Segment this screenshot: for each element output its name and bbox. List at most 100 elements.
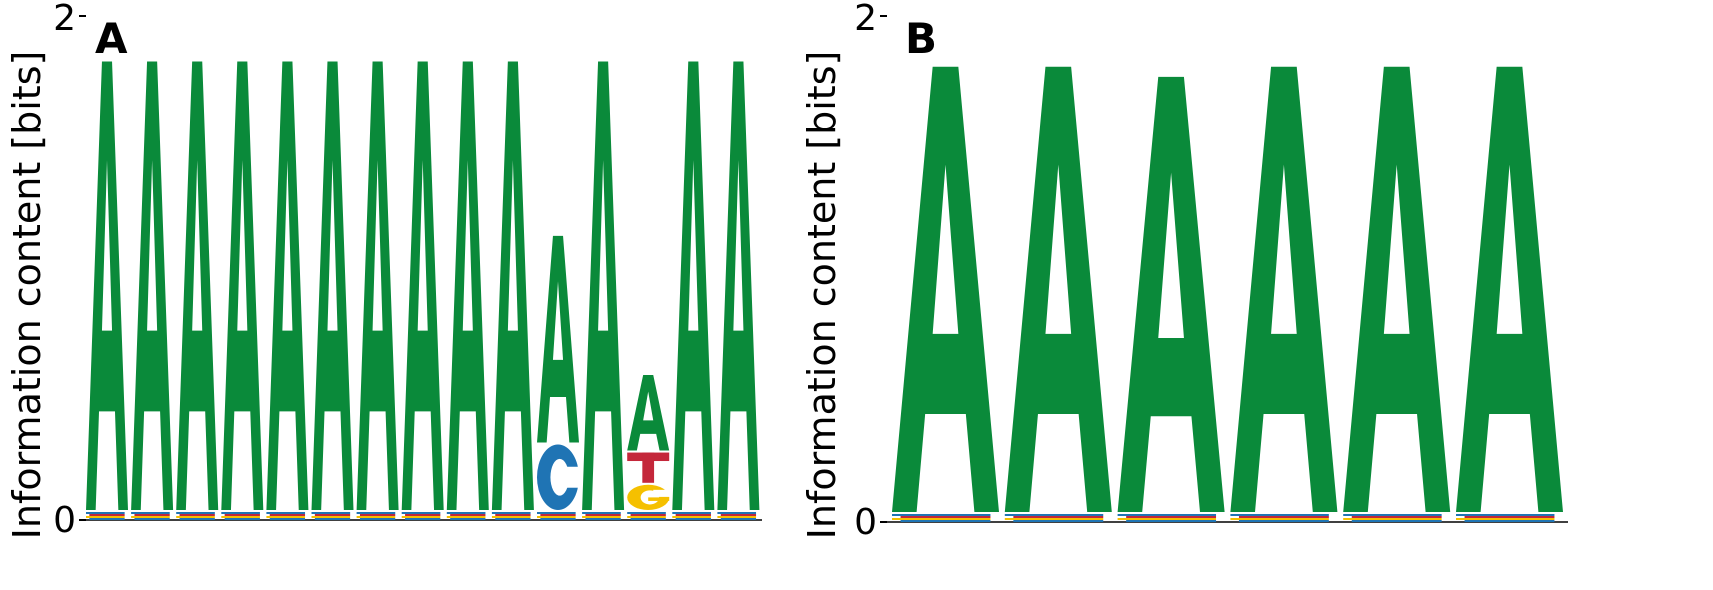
glyph-A-a-6 [311, 61, 354, 510]
residual-band [537, 512, 576, 514]
residual-band [359, 518, 396, 520]
glyph-A-a-9 [446, 61, 489, 510]
panel-label-a: A [95, 14, 128, 63]
logo-column-b-1 [892, 66, 999, 522]
y-tick-label-bottom-b: 0 [854, 502, 877, 543]
residual-band [892, 514, 991, 516]
residual-band [224, 514, 260, 516]
logo-column-a-14 [672, 61, 715, 520]
glyph-A-a-12 [582, 61, 625, 510]
residual-band [134, 514, 170, 516]
residual-band [540, 518, 576, 520]
residual-band [585, 514, 621, 516]
y-axis-label-a: Information content [bits] [5, 51, 49, 540]
logo-column-a-15 [717, 61, 760, 520]
residual-band [359, 514, 396, 516]
residual-band [675, 514, 711, 516]
glyph-C-a-11 [537, 444, 580, 510]
residual-band [892, 518, 991, 520]
logo-column-a-7 [356, 61, 399, 520]
residual-band [450, 518, 486, 520]
residual-band [1351, 520, 1442, 522]
residual-band [1456, 514, 1555, 516]
residual-band [630, 514, 666, 516]
residual-band [627, 512, 666, 514]
residual-band [582, 516, 621, 518]
residual-band [131, 516, 170, 518]
glyph-T-a-13 [627, 452, 670, 483]
residual-band [176, 512, 215, 514]
glyph-A-a-10 [491, 61, 534, 510]
glyph-A-a-13 [627, 374, 670, 451]
residual-band [672, 516, 711, 518]
residual-band [401, 512, 441, 514]
residual-band [675, 518, 711, 520]
logo-column-a-5 [266, 61, 309, 520]
glyph-A-a-4 [221, 61, 264, 510]
glyph-A-a-2 [131, 61, 174, 510]
residual-band [356, 516, 396, 518]
residual-band [900, 520, 991, 522]
glyph-A-b-1 [892, 66, 999, 512]
residual-band [221, 512, 260, 514]
logo-column-a-9 [446, 61, 489, 520]
residual-band [314, 514, 351, 516]
residual-band [1464, 520, 1555, 522]
residual-band [1126, 516, 1217, 518]
residual-band [1456, 518, 1555, 520]
y-axis-label-b: Information content [bits] [800, 51, 844, 540]
logo-column-a-8 [401, 61, 444, 520]
residual-band [356, 512, 396, 514]
residual-band [311, 516, 351, 518]
residual-band [269, 514, 306, 516]
residual-band [89, 518, 125, 520]
glyph-A-a-1 [86, 61, 128, 510]
residual-band [495, 518, 531, 520]
residual-band [405, 514, 441, 516]
logo-column-b-3 [1117, 76, 1225, 522]
logo-panel-b: Information content [bits] 2 0 B [800, 0, 1568, 543]
residual-band [311, 512, 351, 514]
residual-band [131, 512, 170, 514]
residual-band [1126, 520, 1217, 522]
logo-column-b-6 [1456, 66, 1563, 522]
residual-band [405, 518, 441, 520]
residual-band [446, 512, 486, 514]
logo-stacks-a [86, 61, 760, 520]
residual-band [224, 518, 260, 520]
glyph-A-b-2 [1004, 66, 1112, 512]
logo-column-b-4 [1230, 66, 1338, 522]
residual-band [89, 514, 125, 516]
glyph-A-a-8 [401, 61, 444, 510]
y-tick-label-top-a: 2 [53, 0, 76, 39]
logo-column-a-12 [582, 61, 625, 520]
residual-band [1004, 518, 1104, 520]
residual-band [585, 518, 621, 520]
residual-band [495, 514, 531, 516]
residual-band [491, 512, 531, 514]
residual-band [266, 516, 306, 518]
glyph-A-b-4 [1230, 66, 1338, 512]
glyph-A-b-3 [1117, 76, 1225, 512]
residual-band [401, 516, 441, 518]
residual-band [221, 516, 260, 518]
residual-band [1343, 518, 1442, 520]
residual-band [717, 516, 757, 518]
residual-band [1238, 516, 1329, 518]
glyph-A-b-6 [1456, 66, 1563, 512]
logo-stacks-b [892, 66, 1563, 522]
residual-band [450, 514, 486, 516]
y-tick-label-top-b: 2 [854, 0, 877, 39]
residual-band [630, 518, 666, 520]
residual-band [134, 518, 170, 520]
residual-band [1464, 516, 1555, 518]
residual-band [720, 514, 757, 516]
logo-panel-a: Information content [bits] 2 0 A [5, 0, 762, 541]
glyph-A-a-14 [672, 61, 715, 510]
glyph-A-a-5 [266, 61, 309, 510]
residual-band [446, 516, 486, 518]
residual-band [314, 518, 351, 520]
glyph-G-a-13 [627, 484, 671, 510]
logo-column-a-10 [491, 61, 534, 520]
